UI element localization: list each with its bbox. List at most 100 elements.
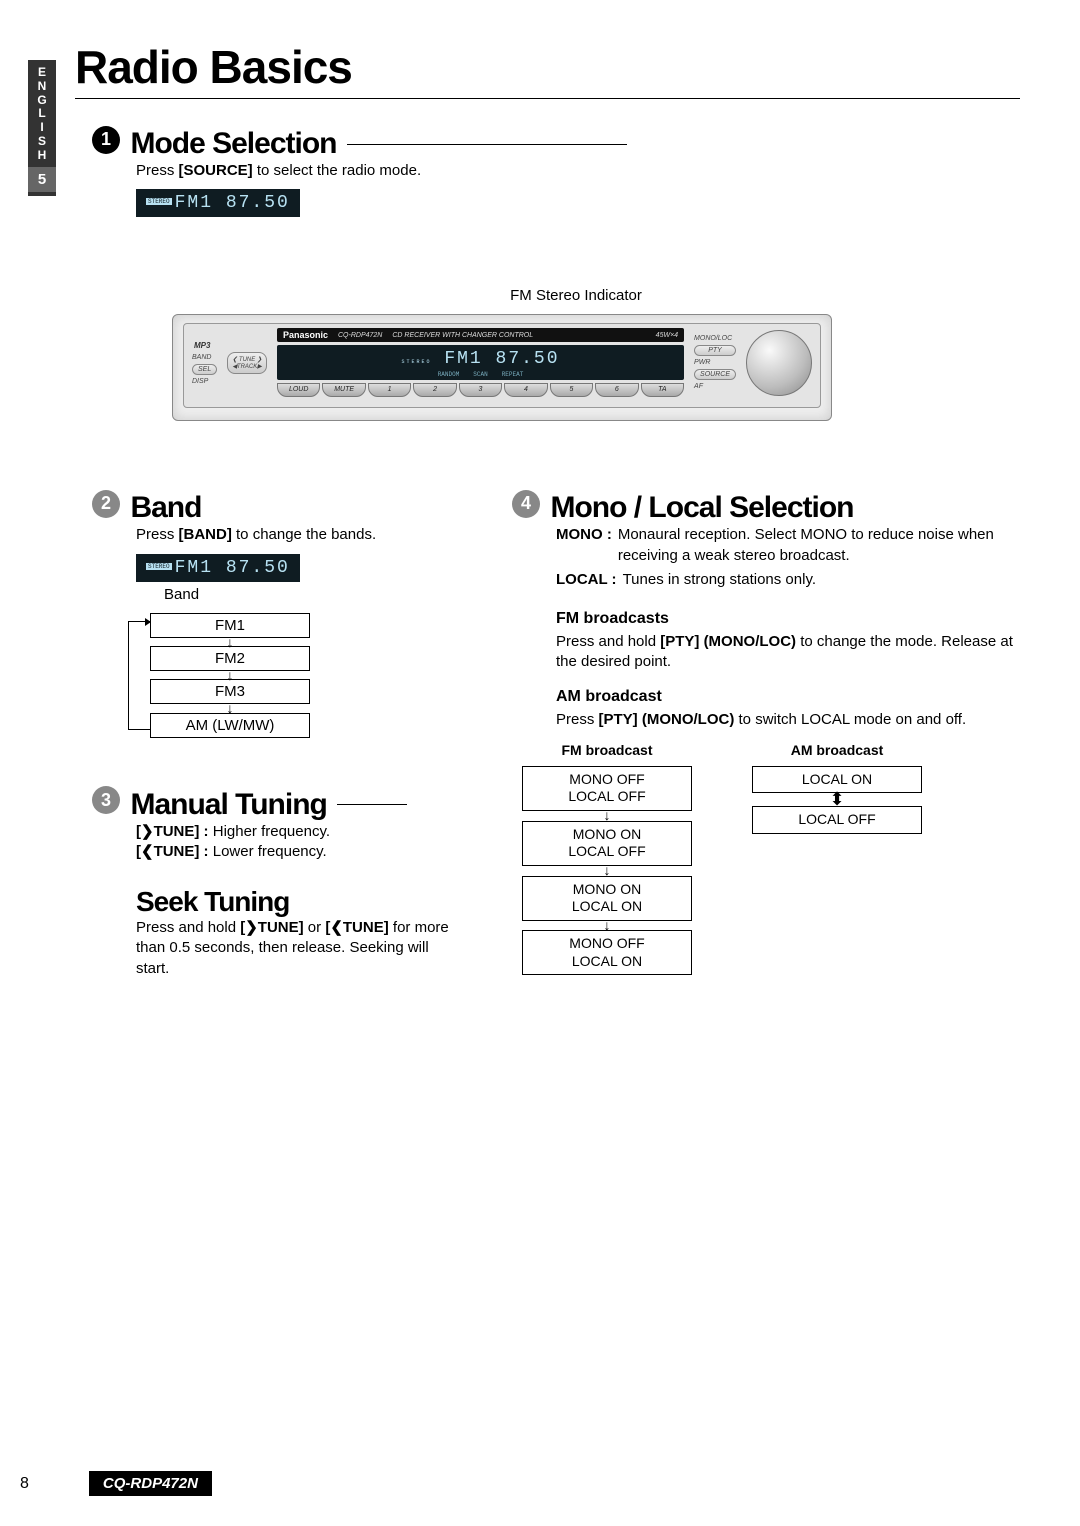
section-mode-selection: 1 Mode Selection Press [SOURCE] to selec… [92,127,1020,217]
preset-5-button[interactable]: 5 [550,383,593,397]
language-letters: ENGLISH [28,66,56,163]
flow-loop-icon [128,621,150,730]
model-label: CQ-RDP472N [338,332,382,339]
page-title: Radio Basics [75,40,1020,99]
fm-flow-title: FM broadcast [522,742,692,758]
key-pty: [PTY] (MONO/LOC) [660,633,796,650]
page-number: 8 [20,1475,29,1493]
section-mono-local: 4 Mono / Local Selection MONO : Monaural… [512,491,1020,975]
fm-state-1: MONO ONLOCAL OFF [522,821,692,866]
mono-label: MONO : [556,525,612,566]
am-broadcast-text: Press [PTY] (MONO/LOC) to switch LOCAL m… [556,710,1020,730]
power-label: 45W×4 [656,332,678,339]
text: Press [556,711,599,728]
key-tune-up: [❯TUNE] : [136,823,209,840]
fm-mode-flow: FM broadcast MONO OFFLOCAL OFF ↓ MONO ON… [522,742,692,975]
device-left-controls: BAND SEL DISP [192,354,217,385]
track-label: ◀TRACK▶ [232,364,262,370]
stereo-indicator: STEREO [146,198,172,205]
local-label: LOCAL : [556,570,617,590]
mp3-label: MP3 [192,341,210,350]
pty-button[interactable]: PTY [694,345,736,356]
ta-button[interactable]: TA [641,383,684,397]
am-mode-flow: AM broadcast LOCAL ON ⬍ LOCAL OFF [752,742,922,975]
language-tab: ENGLISH 5 [28,60,56,196]
device-button-row: LOUD MUTE 1 2 3 4 5 6 TA [277,383,684,397]
text: Lower frequency. [209,843,327,860]
preset-3-button[interactable]: 3 [459,383,502,397]
local-text: Tunes in strong stations only. [623,570,816,590]
band-flow: FM1 ↓ FM2 ↓ FM3 ↓ AM (LW/MW) [150,613,310,738]
preset-2-button[interactable]: 2 [413,383,456,397]
fm-stereo-indicator-label: FM Stereo Indicator [132,287,1020,304]
section-band: 2 Band Press [BAND] to change the bands.… [92,491,462,737]
tune-rocker[interactable]: ❮ TUNE ❯ ◀TRACK▶ [227,352,267,374]
arrow-down-icon: ↓ [150,638,310,646]
connector-line [347,144,627,145]
text: to switch LOCAL mode on and off. [734,711,966,728]
text: to change the bands. [232,526,376,543]
key-source: [SOURCE] [179,162,253,179]
text: Press [136,526,179,543]
fm-broadcast-text: Press and hold [PTY] (MONO/LOC) to chang… [556,632,1020,673]
step-number-4: 4 [512,490,540,518]
device-lcd: STEREO FM1 87.50 RANDOM SCAN REPEAT [277,345,684,380]
am-broadcast-head: AM broadcast [556,686,1020,708]
section-title-manual: Manual Tuning [130,788,326,822]
arrow-down-icon: ↓ [522,921,692,931]
stereo-indicator: STEREO [401,359,431,365]
arrow-down-icon: ↓ [522,866,692,876]
af-label: AF [694,383,736,390]
band-label-text: Band [164,586,462,603]
tune-label: ❮ TUNE ❯ [232,357,262,363]
mute-button[interactable]: MUTE [322,383,365,397]
scan-label: SCAN [473,371,487,378]
text: Higher frequency. [209,823,330,840]
device-strip: Panasonic CQ-RDP472N CD RECEIVER WITH CH… [277,328,684,342]
arrow-down-icon: ↓ [150,671,310,679]
text: or [304,919,326,936]
flow-am: AM (LW/MW) [150,713,310,738]
preset-4-button[interactable]: 4 [504,383,547,397]
mono-line: MONO : Monaural reception. Select MONO t… [556,525,1020,566]
volume-knob[interactable] [746,330,812,396]
step-number-3: 3 [92,786,120,814]
device-illustration: MP3 BAND SEL DISP ❮ TUNE ❯ ◀TRACK▶ Panas… [172,314,832,421]
lcd-display-band: STEREOFM1 87.50 [136,554,300,582]
double-arrow-icon: ⬍ [752,793,922,806]
loud-button[interactable]: LOUD [277,383,320,397]
desc-label: CD RECEIVER WITH CHANGER CONTROL [392,332,533,339]
am-flow-title: AM broadcast [752,742,922,758]
monoloc-label: MONO/LOC [694,335,736,342]
text: Press and hold [136,919,240,936]
arrow-down-icon: ↓ [522,811,692,821]
key-tune-down: [❮TUNE] [325,919,388,936]
model-footer: CQ-RDP472N [89,1471,212,1496]
lcd-text: FM1 87.50 [175,558,290,578]
band-label: BAND [192,354,217,361]
sel-button[interactable]: SEL [192,364,217,375]
text: to select the radio mode. [253,162,421,179]
preset-1-button[interactable]: 1 [368,383,411,397]
section-seek-tuning: Seek Tuning Press and hold [❯TUNE] or [❮… [92,886,462,979]
section-manual-tuning: 3 Manual Tuning [❯TUNE] : Higher frequen… [92,788,462,863]
am-state-off: LOCAL OFF [752,806,922,834]
text: Press [136,162,179,179]
fm-broadcasts-head: FM broadcasts [556,608,1020,630]
manual-line2: [❮TUNE] : Lower frequency. [136,842,462,862]
pwr-label: PWR [694,359,736,366]
source-button[interactable]: SOURCE [694,369,736,380]
step-number-2: 2 [92,490,120,518]
section-title-band: Band [130,491,201,525]
fm-state-0: MONO OFFLOCAL OFF [522,766,692,811]
lcd-text: FM1 87.50 [444,349,559,369]
manual-line1: [❯TUNE] : Higher frequency. [136,822,462,842]
device-right-controls: MONO/LOC PTY PWR SOURCE AF [694,335,736,390]
key-band: [BAND] [179,526,232,543]
step-number-1: 1 [92,126,120,154]
disp-label: DISP [192,378,217,385]
stereo-indicator: STEREO [146,563,172,570]
preset-6-button[interactable]: 6 [595,383,638,397]
mode-instruction: Press [SOURCE] to select the radio mode. [136,161,1020,181]
fm-state-3: MONO OFFLOCAL ON [522,930,692,975]
